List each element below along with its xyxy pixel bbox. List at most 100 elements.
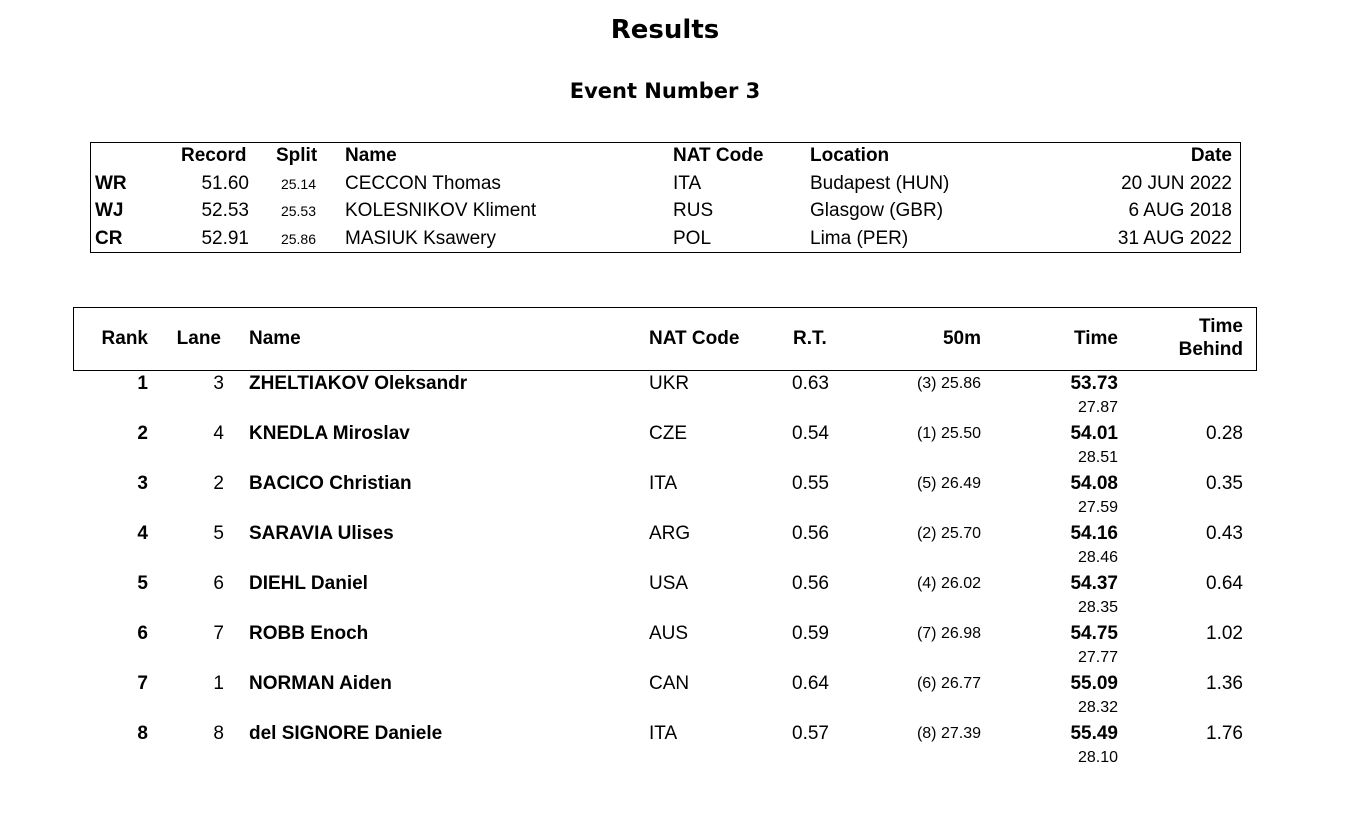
- result-rt: 0.55: [792, 473, 829, 494]
- result-time: 55.49: [1070, 723, 1118, 744]
- result-rt: 0.56: [792, 523, 829, 544]
- record-header: Location: [810, 145, 890, 166]
- result-split: (7) 26.98: [916, 625, 981, 642]
- result-name: KNEDLA Miroslav: [249, 423, 410, 444]
- result-rank: 7: [137, 673, 148, 694]
- result-behind: 0.43: [1206, 523, 1243, 544]
- record-cell: CR: [95, 227, 123, 249]
- result-rank: 4: [137, 523, 148, 544]
- result-split: (6) 26.77: [916, 675, 981, 692]
- result-time: 54.37: [1070, 573, 1118, 594]
- result-lane: 3: [213, 373, 224, 394]
- record-cell: Lima (PER): [810, 227, 909, 249]
- result-lane: 1: [213, 673, 224, 694]
- record-cell: 31 AUG 2022: [1117, 227, 1232, 249]
- records-box: [90, 142, 1241, 253]
- result-nat: CAN: [649, 673, 690, 694]
- result-rt: 0.54: [792, 423, 829, 444]
- result-rt: 0.59: [792, 623, 829, 644]
- result-lane: 2: [213, 473, 224, 494]
- result-name: ZHELTIAKOV Oleksandr: [249, 373, 468, 394]
- result-name: BACICO Christian: [249, 473, 412, 494]
- record-cell: Glasgow (GBR): [810, 200, 944, 222]
- result-name: NORMAN Aiden: [249, 673, 392, 694]
- record-header: Split: [276, 145, 318, 166]
- result-lane: 4: [213, 423, 224, 444]
- result-nat: USA: [649, 573, 689, 594]
- record-cell: RUS: [673, 200, 714, 222]
- result-behind: 0.28: [1206, 423, 1243, 444]
- result-header: NAT Code: [649, 328, 740, 349]
- result-lap: 28.10: [1077, 749, 1118, 766]
- record-cell: 51.60: [201, 173, 249, 194]
- result-header: Rank: [101, 328, 148, 349]
- result-rank: 2: [137, 423, 148, 444]
- result-rt: 0.64: [792, 673, 829, 694]
- result-nat: ITA: [649, 473, 678, 494]
- result-lane: 8: [213, 723, 224, 744]
- record-cell: 6 AUG 2018: [1128, 200, 1232, 222]
- result-split: (3) 25.86: [916, 375, 981, 392]
- result-rank: 8: [137, 723, 148, 744]
- record-cell: POL: [673, 227, 712, 249]
- result-nat: CZE: [649, 423, 687, 444]
- result-header: Name: [249, 328, 301, 349]
- result-header: Time Behind: [1178, 316, 1243, 360]
- result-split: (1) 25.50: [916, 425, 981, 442]
- result-nat: UKR: [649, 373, 690, 394]
- result-lap: 27.77: [1077, 649, 1118, 666]
- record-header: Date: [1190, 145, 1232, 166]
- result-rt: 0.63: [792, 373, 829, 394]
- result-lap: 27.87: [1077, 399, 1118, 416]
- result-lap: 27.59: [1077, 499, 1118, 516]
- result-lap: 28.32: [1077, 699, 1118, 716]
- record-cell: WR: [95, 173, 127, 194]
- title: Results: [610, 15, 720, 45]
- result-name: DIEHL Daniel: [249, 573, 368, 594]
- result-behind: 1.02: [1206, 623, 1243, 644]
- record-cell: CECCON Thomas: [345, 173, 501, 194]
- result-name: ROBB Enoch: [249, 623, 369, 644]
- result-time: 54.08: [1070, 473, 1118, 494]
- result-split: (2) 25.70: [916, 525, 981, 542]
- result-rank: 3: [137, 473, 148, 494]
- result-time: 54.01: [1070, 423, 1118, 444]
- result-lane: 7: [213, 623, 224, 644]
- record-header: Name: [345, 145, 397, 166]
- record-cell: ITA: [673, 173, 702, 194]
- result-lane: 5: [213, 523, 224, 544]
- result-behind: 0.35: [1206, 473, 1243, 494]
- record-cell: KOLESNIKOV Kliment: [345, 200, 537, 222]
- record-cell: MASIUK Ksawery: [345, 227, 496, 249]
- record-cell: 20 JUN 2022: [1121, 173, 1232, 194]
- result-header: R.T.: [793, 328, 827, 349]
- results-header-box: [73, 307, 1257, 371]
- record-header: Record: [181, 145, 247, 166]
- result-rank: 6: [137, 623, 148, 644]
- result-nat: ARG: [649, 523, 691, 544]
- result-time: 54.16: [1070, 523, 1118, 544]
- result-rt: 0.57: [792, 723, 829, 744]
- record-cell: 52.91: [201, 227, 249, 249]
- result-header: Time: [1073, 328, 1118, 349]
- result-header: 50m: [942, 328, 981, 349]
- result-header: Lane: [176, 328, 221, 349]
- result-behind: 0.64: [1206, 573, 1243, 594]
- record-cell: 25.14: [280, 176, 316, 192]
- result-lap: 28.51: [1077, 449, 1118, 466]
- result-lap: 28.35: [1077, 599, 1118, 616]
- record-cell: 25.86: [280, 230, 316, 247]
- subtitle: Event Number 3: [569, 79, 761, 103]
- result-split: (5) 26.49: [916, 475, 981, 492]
- result-rank: 1: [137, 373, 148, 394]
- result-behind: 1.76: [1206, 723, 1243, 744]
- result-rt: 0.56: [792, 573, 829, 594]
- result-nat: ITA: [649, 723, 678, 744]
- result-split: (4) 26.02: [916, 575, 981, 592]
- record-header: NAT Code: [673, 145, 764, 166]
- result-time: 55.09: [1070, 673, 1118, 694]
- result-name: SARAVIA Ulises: [249, 523, 394, 544]
- record-cell: WJ: [95, 200, 124, 222]
- record-cell: 52.53: [201, 200, 249, 222]
